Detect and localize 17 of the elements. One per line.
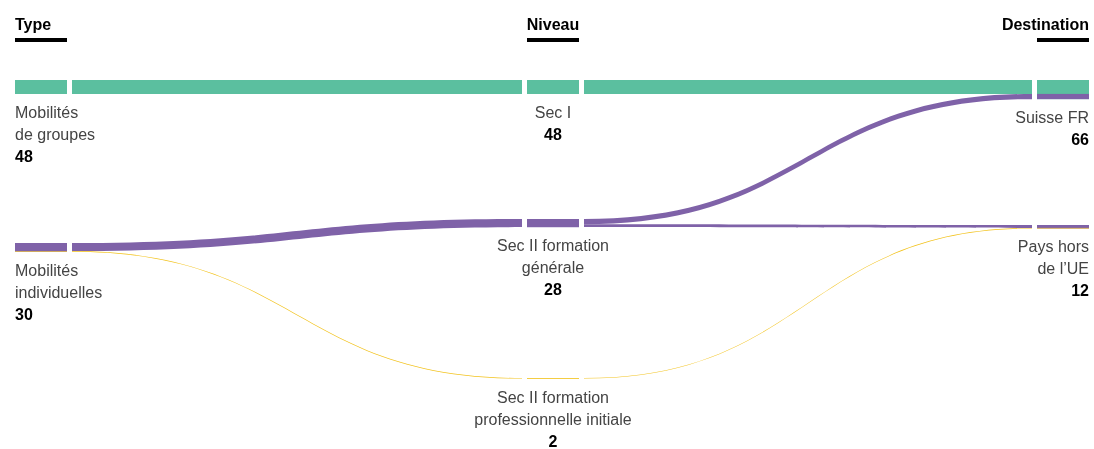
category-label: Suisse FR xyxy=(1015,109,1089,127)
category-label: Mobilités individuelles xyxy=(15,261,103,301)
category-label: Mobilités de groupes xyxy=(15,103,96,143)
data-label: 66 xyxy=(1071,131,1090,149)
category-label: Sec I xyxy=(534,103,572,121)
data-label: 48 xyxy=(15,147,33,165)
text: Type xyxy=(15,16,52,33)
text: Destination xyxy=(1001,16,1089,33)
data-label: 30 xyxy=(15,305,33,323)
data-label: 2 xyxy=(548,433,558,449)
data-label: 48 xyxy=(544,125,562,143)
text: Niveau xyxy=(526,16,580,33)
category-label: Pays hors de l’UE xyxy=(1017,238,1089,278)
category-label: Sec II formation générale xyxy=(496,237,610,277)
data-label: 28 xyxy=(544,281,562,299)
data-label: 12 xyxy=(1071,282,1090,300)
category-label: Sec II formation professionnelle initiale xyxy=(474,389,632,428)
